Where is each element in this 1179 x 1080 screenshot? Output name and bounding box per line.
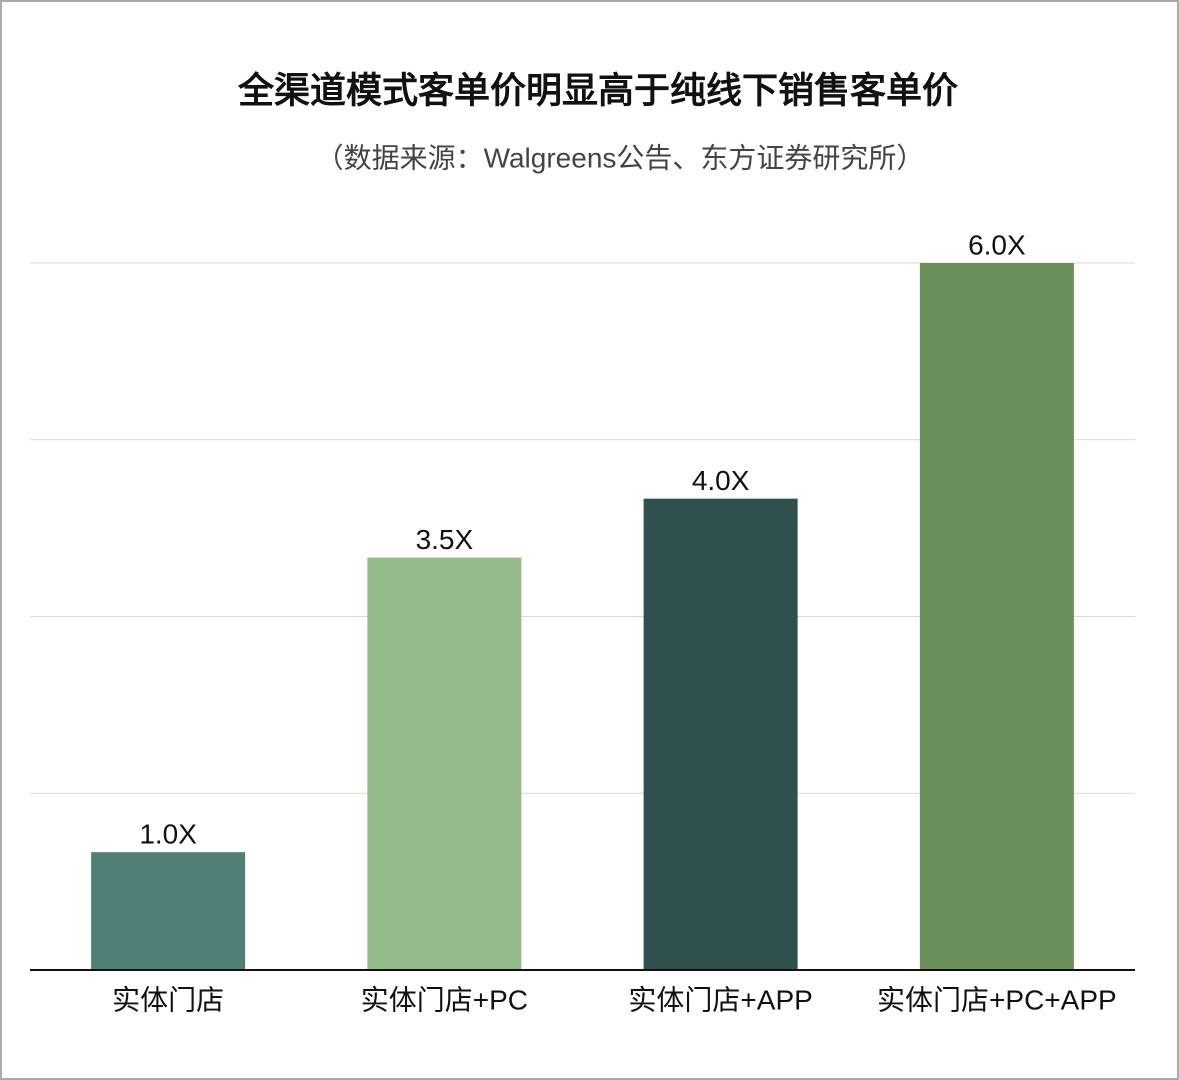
value-label: 6.0X — [968, 229, 1026, 260]
x-tick-label: 实体门店+APP — [628, 984, 812, 1015]
bar — [367, 557, 522, 970]
chart-title: 全渠道模式客单价明显高于纯线下销售客单价 — [237, 70, 958, 111]
bar — [919, 263, 1074, 970]
chart-subtitle: （数据来源：Walgreens公告、东方证券研究所） — [316, 142, 925, 173]
value-label: 3.5X — [416, 524, 474, 555]
bar — [91, 852, 246, 970]
x-tick-label: 实体门店 — [112, 984, 224, 1015]
bar — [643, 498, 798, 970]
x-tick-label: 实体门店+PC+APP — [877, 984, 1117, 1015]
value-label: 1.0X — [139, 819, 197, 850]
value-label: 4.0X — [692, 465, 750, 496]
x-tick-label: 实体门店+PC — [361, 984, 528, 1015]
